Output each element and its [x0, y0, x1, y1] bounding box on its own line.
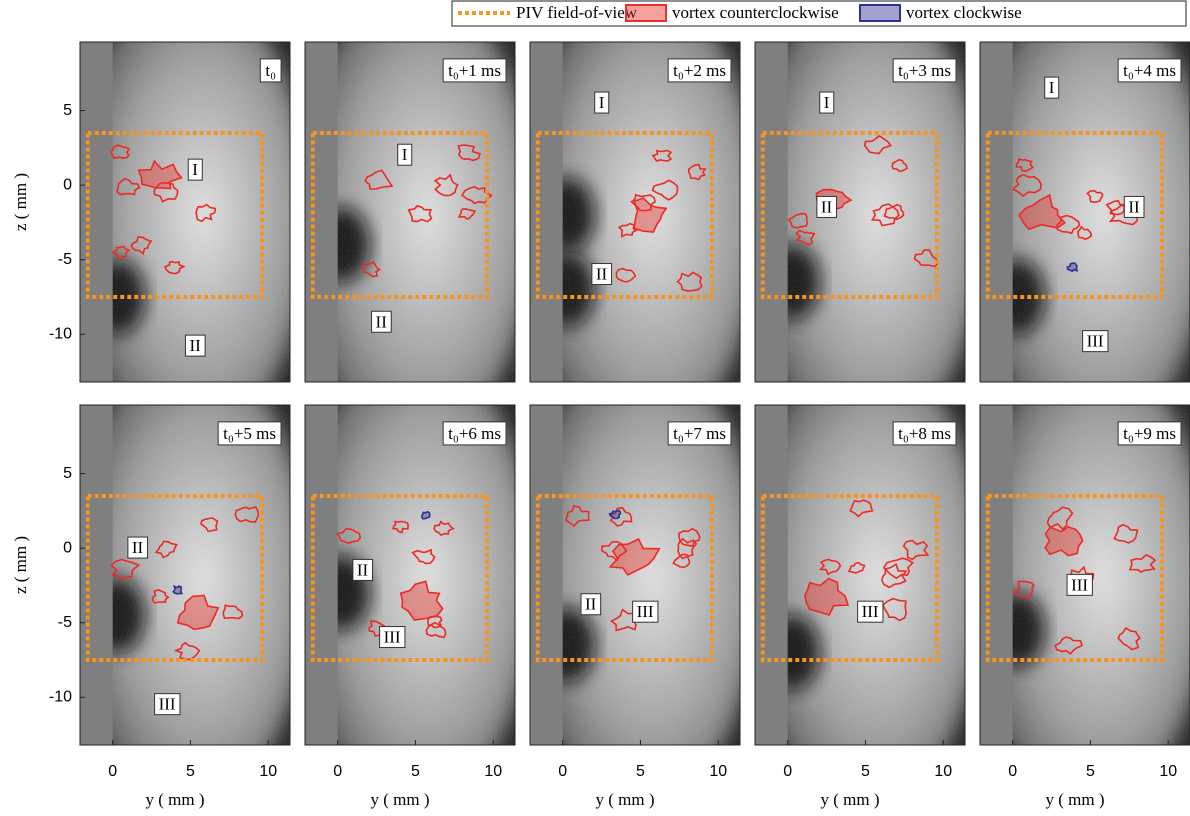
- x-tick-label: 0: [333, 763, 342, 780]
- y-tick-label: -5: [58, 251, 72, 268]
- time-label: t₀+2 ms: [673, 61, 726, 80]
- legend-label: vortex counterclockwise: [672, 3, 839, 22]
- panel: IIIt₀+2 ms: [520, 0, 760, 445]
- region-label: III: [862, 602, 879, 621]
- y-tick-label: -10: [49, 688, 72, 705]
- x-tick-label: 0: [783, 763, 792, 780]
- x-tick-label: 10: [484, 763, 502, 780]
- panel: III t₀+8 ms: [745, 348, 985, 808]
- x-tick-label: 5: [186, 763, 195, 780]
- x-tick-label: 0: [108, 763, 117, 780]
- region-label: I: [402, 145, 408, 164]
- x-tick-label: 5: [861, 763, 870, 780]
- x-axis-label: y ( mm ): [820, 790, 879, 809]
- region-label: II: [585, 595, 597, 614]
- region-label: II: [132, 538, 144, 557]
- time-label: t₀+7 ms: [673, 424, 726, 443]
- legend-label: vortex clockwise: [906, 3, 1022, 22]
- x-tick-label: 10: [934, 763, 952, 780]
- time-label: t₀+4 ms: [1123, 61, 1176, 80]
- region-label: III: [159, 695, 176, 714]
- region-label: II: [596, 265, 608, 284]
- region-label: II: [357, 560, 369, 579]
- y-axis-label: z ( mm ): [11, 536, 30, 594]
- x-tick-label: 10: [709, 763, 727, 780]
- region-label: II: [1128, 197, 1140, 216]
- region-label: II: [189, 336, 201, 355]
- region-label: I: [1049, 78, 1055, 97]
- legend-swatch: [860, 5, 900, 21]
- wall: [755, 42, 788, 382]
- x-axis-label: y ( mm ): [370, 790, 429, 809]
- wall: [305, 42, 338, 382]
- x-tick-label: 10: [259, 763, 277, 780]
- region-label: I: [192, 160, 198, 179]
- y-axis-label: z ( mm ): [11, 173, 30, 231]
- x-tick-label: 10: [1159, 763, 1177, 780]
- x-tick-label: 5: [411, 763, 420, 780]
- x-axis-label: y ( mm ): [145, 790, 204, 809]
- vortex-contour: [173, 586, 182, 594]
- time-label: t₀+1 ms: [448, 61, 501, 80]
- legend-label: PIV field-of-view: [516, 3, 638, 22]
- x-tick-label: 5: [636, 763, 645, 780]
- y-tick-label: -5: [58, 614, 72, 631]
- panel: IIIIIt₀+5 ms: [70, 348, 310, 808]
- panel: IIIt₀+1 ms: [295, 0, 535, 445]
- y-tick-label: 5: [63, 102, 72, 119]
- x-tick-label: 0: [1008, 763, 1017, 780]
- wall: [530, 42, 563, 382]
- vortex-contour: [1045, 527, 1082, 556]
- panel-image: [70, 348, 310, 808]
- wall: [755, 405, 788, 745]
- vortex-contour: [422, 512, 430, 519]
- wall: [980, 405, 1013, 745]
- region-label: I: [824, 93, 830, 112]
- legend-swatch: [626, 5, 666, 21]
- time-label: t₀+9 ms: [1123, 424, 1176, 443]
- region-label: I: [599, 93, 605, 112]
- x-axis-label: y ( mm ): [1045, 790, 1104, 809]
- y-tick-label: 0: [63, 539, 72, 556]
- time-label: t₀: [265, 61, 276, 80]
- x-tick-label: 0: [558, 763, 567, 780]
- y-tick-label: -10: [49, 325, 72, 342]
- region-label: III: [384, 628, 401, 647]
- legend: PIV field-of-view vortex counterclockwise…: [452, 1, 1186, 26]
- x-axis-label: y ( mm ): [595, 790, 654, 809]
- wall: [530, 405, 563, 745]
- panel: IIIIIt₀+7 ms: [520, 348, 760, 808]
- region-label: II: [376, 312, 388, 331]
- region-label: III: [637, 602, 654, 621]
- time-label: t₀+3 ms: [898, 61, 951, 80]
- time-label: t₀+6 ms: [448, 424, 501, 443]
- panel-image: [745, 348, 985, 808]
- time-label: t₀+8 ms: [898, 424, 951, 443]
- region-label: III: [1087, 332, 1104, 351]
- time-label: t₀+5 ms: [223, 424, 276, 443]
- panel-image: [520, 348, 760, 808]
- region-label: III: [1071, 575, 1088, 594]
- panel: III t₀+9 ms: [970, 348, 1190, 808]
- wall: [980, 42, 1013, 382]
- panel-image: [295, 348, 535, 808]
- y-tick-label: 5: [63, 465, 72, 482]
- wall: [305, 405, 338, 745]
- figure: PIV field-of-view vortex counterclockwise…: [0, 0, 1190, 816]
- wall: [80, 42, 113, 382]
- x-tick-label: 5: [1086, 763, 1095, 780]
- y-tick-label: 0: [63, 176, 72, 193]
- wall: [80, 405, 113, 745]
- region-label: II: [821, 197, 833, 216]
